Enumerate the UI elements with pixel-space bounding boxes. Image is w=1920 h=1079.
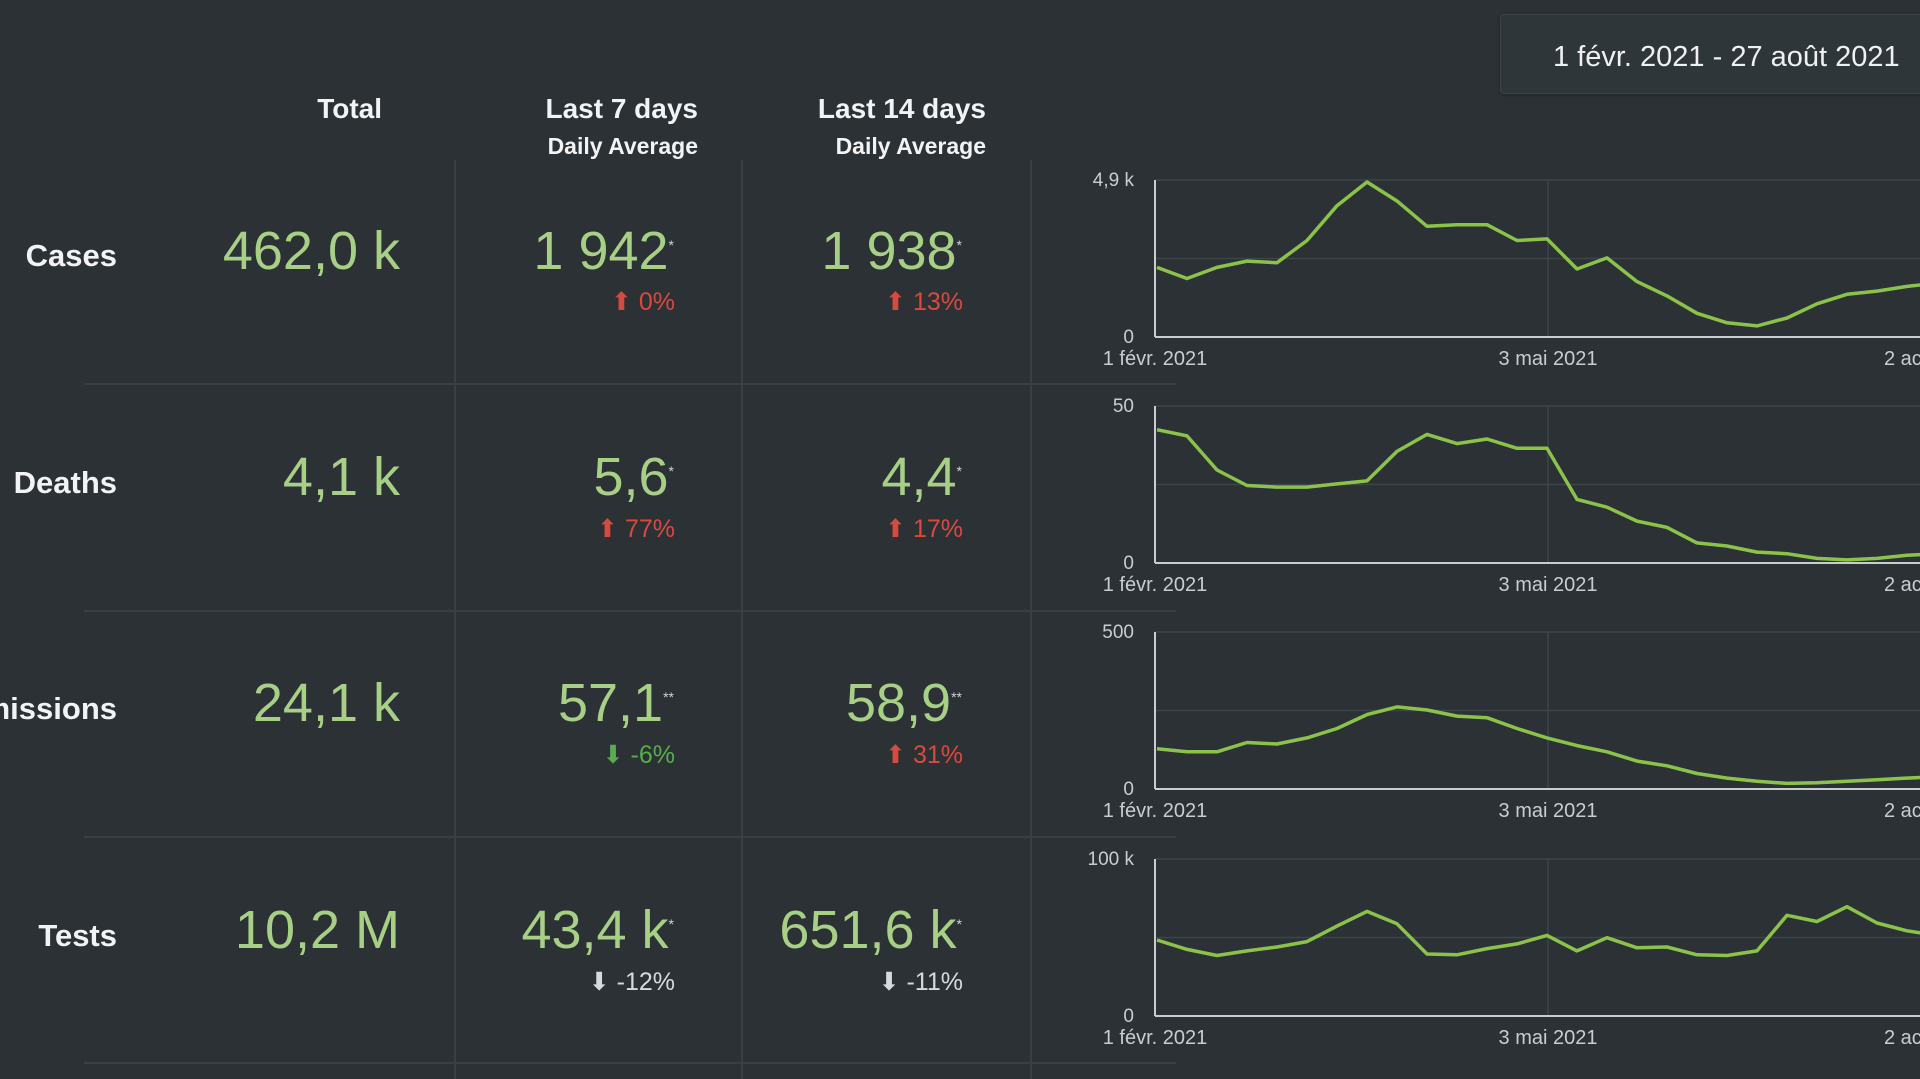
admissions-delta14-value: 31% [912,741,963,769]
row-divider [84,836,1176,838]
tests-avg14-value: 651,6 k [779,900,957,960]
column-divider [1030,160,1032,1079]
deaths-delta14-value: 17% [912,515,963,543]
arrow-up-icon: ⬆ [885,515,906,543]
header-total: Total [317,93,382,124]
cases-avg7: 1 942* [414,220,674,282]
chart-series-line-cases [1156,180,1920,328]
tests-delta14-value: -11% [906,968,963,996]
tests-delta7: ⬇ -12% [475,967,675,997]
chart-x-tick-label: 2 ac [1884,1027,1920,1049]
chart-y-tick-label: 500 [1102,622,1134,643]
chart-x-tick-label: 3 mai 2021 [1499,574,1598,596]
row-label-deaths: Deaths [13,465,117,500]
column-divider [454,160,456,1079]
chart-y-tick-label: 50 [1113,396,1134,417]
admissions-delta7-value: -6% [630,741,675,769]
deaths-avg14: 4,4* [702,446,962,508]
deaths-total: 4,1 k [282,447,400,507]
cases-avg7-mark: * [668,237,674,253]
chart-x-tick-label: 1 févr. 2021 [1103,800,1208,822]
admissions-total: 24,1 k [252,673,400,733]
cases-delta14-value: 13% [912,288,963,316]
deaths-delta7-value: 77% [624,515,675,543]
tests-avg14-mark: * [956,916,962,932]
cases-avg7-value: 1 942 [533,221,669,281]
admissions-delta7: ⬇ -6% [475,740,675,770]
column-divider [741,160,743,1079]
tests-avg14: 651,6 k* [702,899,962,961]
admissions-avg14: 58,9** [702,672,962,734]
deaths-delta7: ⬆ 77% [475,514,675,544]
tests-delta14: ⬇ -11% [763,967,963,997]
cases-total: 462,0 k [222,221,400,281]
chart-x-tick-label: 2 ac [1884,348,1920,370]
chart-x-tick-label: 1 févr. 2021 [1103,574,1208,596]
chart-x-tick-label: 1 févr. 2021 [1103,1027,1208,1049]
row-label-cases: Cases [25,238,117,273]
deaths-avg14-value: 4,4 [881,447,957,507]
chart-x-tick-label: 2 ac [1884,800,1920,822]
tests-total: 10,2 M [234,900,400,960]
chart-y-tick-label: 100 k [1088,849,1135,870]
cases-delta7-value: 0% [638,288,675,316]
arrow-up-icon: ⬆ [597,515,618,543]
chart-series-line-deaths [1156,427,1920,562]
chart-y-tick-label: 0 [1123,779,1134,800]
deaths-avg14-mark: * [956,463,962,479]
deaths-avg7-value: 5,6 [593,447,669,507]
chart-y-tick-label: 0 [1123,1006,1134,1027]
chart-series-line-tests [1156,904,1920,958]
cases-delta7: ⬆ 0% [475,287,675,317]
chart-series-line-missions [1156,705,1920,786]
deaths-delta14: ⬆ 17% [763,514,963,544]
admissions-avg14-value: 58,9 [845,673,952,733]
chart-y-tick-label: 4,9 k [1093,170,1135,191]
chart-x-tick-label: 3 mai 2021 [1499,1027,1598,1049]
chart-y-tick-label: 0 [1123,327,1134,348]
cases-avg14: 1 938* [702,220,962,282]
row-label-tests: Tests [38,918,117,953]
chart-x-tick-label: 1 févr. 2021 [1103,348,1208,370]
chart-x-tick-label: 2 ac [1884,574,1920,596]
row-label-admissions: missions [0,691,117,726]
chart-y-tick-label: 0 [1123,553,1134,574]
arrow-down-icon: ⬇ [602,741,624,769]
admissions-avg7-mark: ** [663,689,674,705]
header-last14-sub: Daily Average [835,133,986,159]
cases-avg14-value: 1 938 [821,221,957,281]
deaths-avg7: 5,6* [414,446,674,508]
admissions-delta14: ⬆ 31% [763,740,963,770]
arrow-down-icon: ⬇ [588,968,610,996]
cases-avg14-mark: * [956,237,962,253]
header-last7-sub: Daily Average [547,133,698,159]
row-divider [84,1062,1176,1064]
arrow-down-icon: ⬇ [878,968,900,996]
tests-avg7-value: 43,4 k [521,900,669,960]
tests-avg7: 43,4 k* [414,899,674,961]
row-divider [84,610,1176,612]
arrow-up-icon: ⬆ [885,741,906,769]
admissions-avg7-value: 57,1 [557,673,664,733]
arrow-up-icon: ⬆ [610,288,632,316]
cases-delta14: ⬆ 13% [763,287,963,317]
tests-avg7-mark: * [668,916,674,932]
date-range-picker[interactable]: 1 févr. 2021 - 27 août 2021 [1500,14,1920,94]
tests-delta7-value: -12% [616,968,675,996]
chart-x-tick-label: 3 mai 2021 [1499,348,1598,370]
header-last14: Last 14 days [817,93,986,124]
header-last7: Last 7 days [545,93,698,124]
arrow-up-icon: ⬆ [885,288,906,316]
admissions-avg14-mark: ** [951,689,962,705]
admissions-avg7: 57,1** [414,672,674,734]
chart-x-tick-label: 3 mai 2021 [1499,800,1598,822]
deaths-avg7-mark: * [668,463,674,479]
row-divider [84,383,1176,385]
